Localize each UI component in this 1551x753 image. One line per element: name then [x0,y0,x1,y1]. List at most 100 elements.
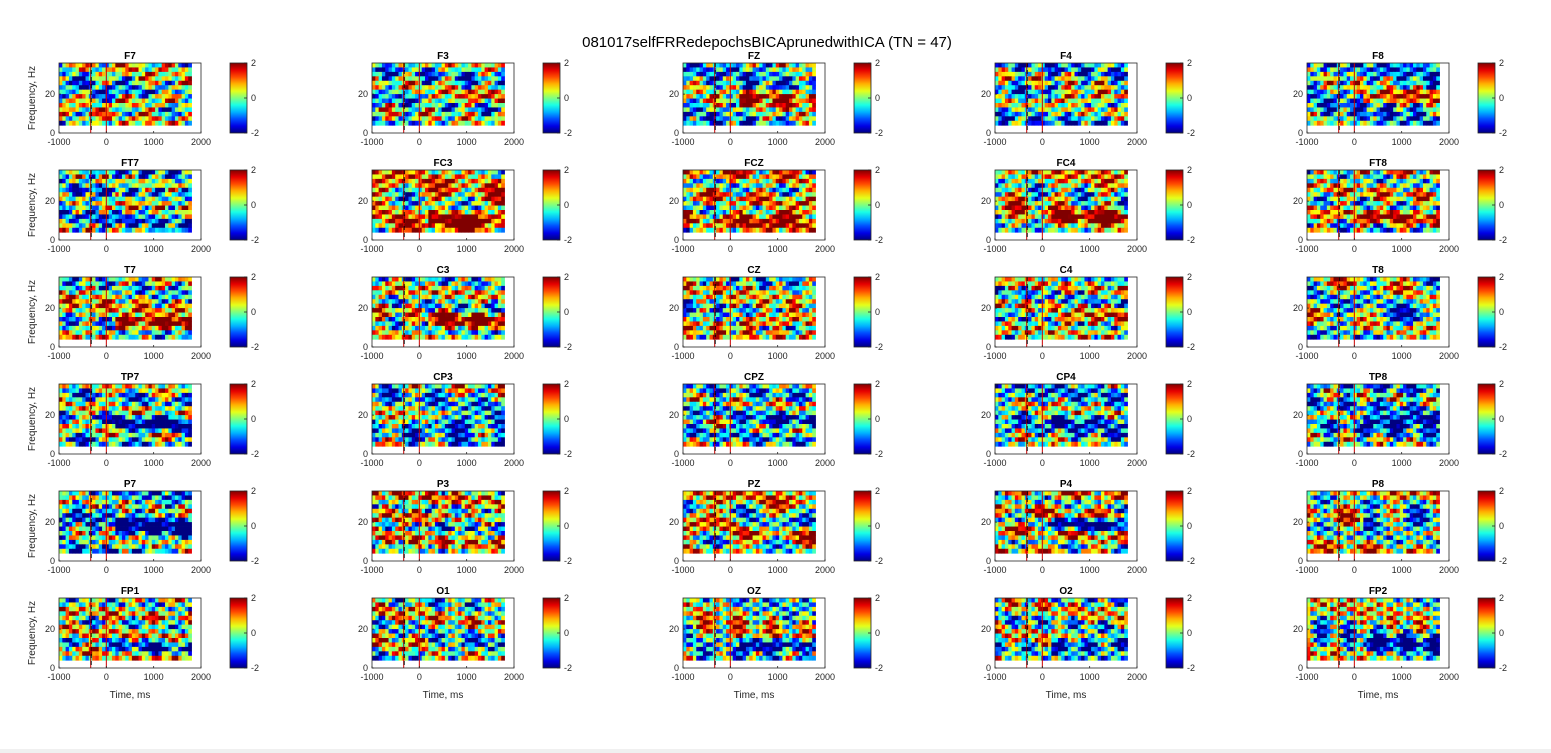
colorbar-tick-label: 0 [1187,521,1192,531]
y-tick-label: 0 [986,449,991,459]
colorbar-tick-label: -2 [875,235,883,245]
y-tick-label: 20 [1293,410,1303,420]
colorbar-tick-label: -2 [564,556,572,566]
x-tick-label: 1000 [1080,244,1100,254]
x-tick-label: 1000 [1080,672,1100,682]
x-tick-label: -1000 [671,137,694,147]
x-tick-label: 2000 [1127,565,1147,575]
x-tick-label: 1000 [457,565,477,575]
y-tick-label: 0 [674,449,679,459]
axes-box [994,169,1138,241]
axes-box [371,597,515,669]
axes-box [1306,597,1450,669]
x-tick-label: 0 [728,672,733,682]
colorbar-tick-label: -2 [1187,128,1195,138]
axes-box [994,597,1138,669]
y-tick-label: 0 [986,235,991,245]
axes-box [682,597,826,669]
heatmap-fc3 [372,170,505,233]
x-tick-label: -1000 [360,137,383,147]
x-tick-label: 2000 [1127,137,1147,147]
x-tick-label: -1000 [1295,672,1318,682]
y-tick-label: 0 [674,342,679,352]
colorbar-tick-label: 0 [251,307,256,317]
x-tick-label: 1000 [144,137,164,147]
heatmap-f8 [1307,63,1440,126]
colorbar-tick-label: 0 [564,200,569,210]
x-tick-label: 2000 [815,351,835,361]
colorbar-tick-label: -2 [875,556,883,566]
y-tick-label: 20 [669,624,679,634]
colorbar-tick-label: 0 [251,521,256,531]
axes-box [58,62,202,134]
y-axis-label: Frequency, Hz [27,280,38,344]
y-tick-label: 20 [1293,303,1303,313]
channel-title: FZ [748,51,760,62]
y-tick-label: 20 [358,196,368,206]
x-tick-label: 2000 [815,244,835,254]
x-tick-label: 2000 [504,244,524,254]
axes-box [682,490,826,562]
channel-title: P8 [1372,479,1385,490]
x-tick-label: 2000 [504,672,524,682]
x-tick-label: -1000 [983,672,1006,682]
x-tick-label: 2000 [1439,137,1459,147]
heatmap-tp7 [59,384,192,447]
colorbar-tick-label: -2 [1187,556,1195,566]
x-tick-label: 2000 [191,351,211,361]
x-tick-label: 2000 [504,137,524,147]
y-tick-label: 0 [1298,342,1303,352]
x-tick-label: 1000 [144,565,164,575]
colorbar-tick-label: -2 [875,663,883,673]
colorbar-tick-label: 2 [875,58,880,68]
channel-title: F8 [1372,51,1384,62]
x-tick-label: 1000 [144,244,164,254]
x-tick-label: -1000 [360,672,383,682]
colorbar-tick-label: 2 [1187,486,1192,496]
colorbar-tick-label: 0 [1187,414,1192,424]
channel-title: CPZ [744,372,764,383]
y-tick-label: 0 [50,449,55,459]
x-tick-label: 2000 [1439,351,1459,361]
x-tick-label: 0 [417,137,422,147]
x-tick-label: 0 [728,351,733,361]
channel-title: O2 [1059,586,1073,597]
heatmap-p8 [1307,491,1440,554]
heatmap-cpz [683,384,816,447]
axes-box [682,276,826,348]
axes-box [682,169,826,241]
axes-box [994,490,1138,562]
x-tick-label: 0 [104,672,109,682]
heatmap-fcz [683,170,816,233]
x-tick-label: 0 [417,565,422,575]
y-tick-label: 0 [50,663,55,673]
y-tick-label: 20 [981,410,991,420]
colorbar-tick-label: 0 [564,628,569,638]
x-tick-label: -1000 [1295,565,1318,575]
axes-box [1306,62,1450,134]
colorbar-tick-label: -2 [1499,556,1507,566]
y-tick-label: 0 [1298,128,1303,138]
axes-box [1306,276,1450,348]
channel-title: P3 [437,479,450,490]
x-tick-label: 2000 [815,565,835,575]
x-tick-label: 0 [728,244,733,254]
y-tick-label: 20 [358,517,368,527]
y-tick-label: 0 [50,556,55,566]
x-tick-label: 1000 [144,458,164,468]
x-tick-label: 2000 [191,458,211,468]
channel-title: FCZ [744,158,763,169]
x-tick-label: -1000 [671,565,694,575]
heatmap-ft7 [59,170,192,233]
x-tick-label: -1000 [983,137,1006,147]
axes-box [371,169,515,241]
colorbar-tick-label: 2 [564,593,569,603]
